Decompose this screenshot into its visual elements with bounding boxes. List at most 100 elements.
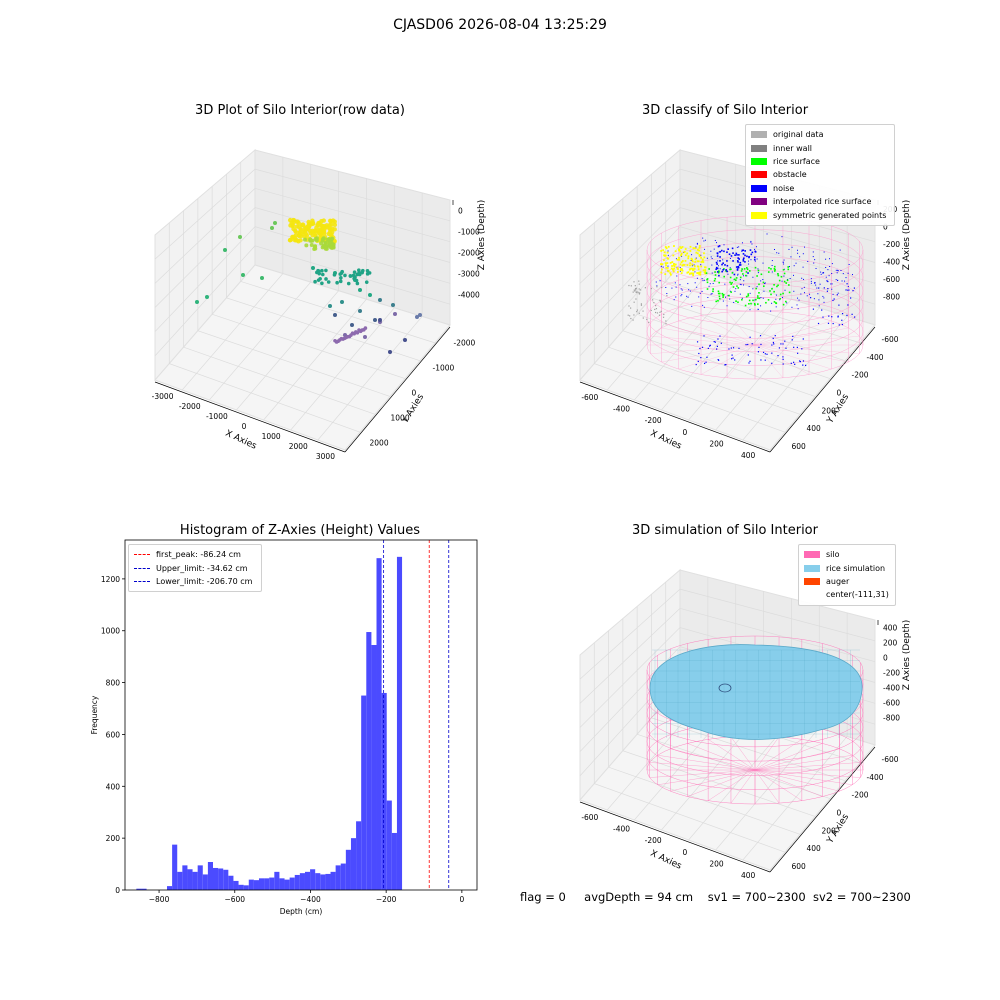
- noise-point: [686, 295, 688, 297]
- raw-point: [355, 281, 360, 286]
- simulation-grid-line: [579, 607, 876, 704]
- symmetric-point: [694, 247, 697, 250]
- legend-item: original data: [751, 128, 889, 141]
- classify-y-tick-label: -600: [882, 335, 899, 344]
- silo-strut: [650, 344, 756, 354]
- rice-surface-point: [787, 266, 790, 268]
- noise-point: [741, 250, 743, 252]
- silo-strut: [754, 344, 860, 354]
- noise-point: [771, 260, 773, 262]
- noise-point: [839, 249, 841, 251]
- noise-point: [814, 259, 816, 261]
- raw-point: [241, 273, 245, 277]
- noise-point: [829, 258, 831, 260]
- raw-z-tick-label: 0: [458, 207, 463, 216]
- raw-point: [357, 268, 361, 272]
- noise-point: [828, 275, 830, 277]
- classify-y-tick-label: -400: [867, 353, 884, 362]
- x-tick-label: 0: [459, 895, 464, 904]
- noise-point: [687, 296, 689, 298]
- raw-point: [315, 270, 319, 275]
- rice-surface-point: [730, 283, 732, 285]
- raw-point: [329, 222, 334, 227]
- symmetric-point: [666, 257, 669, 260]
- noise-point: [836, 294, 838, 296]
- noise-point: [826, 290, 828, 292]
- raw-point: [324, 246, 329, 251]
- noise-point: [812, 256, 814, 258]
- raw-3d-plot[interactable]: -3000 -2000 -1000 0 1000 2000 3000 -2000 -1000 0 1…: [130, 130, 490, 460]
- noise-point: [717, 260, 719, 262]
- noise-point: [757, 268, 759, 270]
- histogram-chart[interactable]: −800 −600 −400 −200 0 0 200 400 600 800 1000 1200 De…: [80, 530, 490, 920]
- raw-point: [358, 288, 362, 292]
- noise-point: [827, 280, 829, 283]
- silo-strut: [700, 315, 756, 346]
- raw-y-tick-label: -2000: [454, 339, 476, 348]
- noise-point: [762, 351, 765, 353]
- symmetric-point: [703, 252, 705, 255]
- symmetric-point: [689, 245, 692, 248]
- rice-surface-point: [750, 302, 752, 305]
- noise-point: [779, 299, 781, 301]
- noise-point: [724, 264, 726, 266]
- rice-surface-point: [729, 281, 731, 284]
- symmetric-point: [669, 273, 672, 276]
- symmetric-point: [676, 267, 679, 269]
- histogram-bar: [294, 874, 300, 890]
- noise-point: [823, 287, 825, 289]
- status-footer: flag = 0 avgDepth = 94 cm sv1 = 700~2300…: [520, 890, 911, 904]
- silo-strut: [687, 743, 756, 771]
- raw-point: [298, 238, 303, 243]
- noise-point: [829, 265, 831, 267]
- noise-point: [725, 364, 727, 366]
- silo-strut: [754, 320, 832, 346]
- raw-point: [293, 228, 298, 233]
- raw-point: [306, 219, 311, 225]
- legend-swatch: [751, 157, 767, 165]
- classify-x-tick-label: -200: [645, 416, 662, 425]
- rice-surface-point: [755, 298, 757, 301]
- legend-swatch: [134, 580, 150, 582]
- rice-surface-point: [768, 267, 770, 269]
- rice-surface-point: [746, 267, 748, 269]
- noise-point: [792, 335, 794, 338]
- rice-surface-point: [757, 303, 759, 305]
- raw-point: [346, 281, 351, 286]
- histogram-bars: [136, 556, 403, 890]
- histogram-bar: [361, 695, 367, 890]
- noise-point: [751, 243, 753, 245]
- symmetric-point: [700, 256, 703, 259]
- raw-point: [363, 326, 368, 330]
- noise-point: [710, 256, 712, 258]
- symmetric-point: [670, 267, 673, 270]
- noise-point: [714, 239, 716, 241]
- symmetric-point: [693, 267, 696, 270]
- histogram-bar: [207, 862, 213, 890]
- classify-points: [627, 233, 856, 367]
- symmetric-point: [686, 271, 689, 274]
- noise-point: [727, 295, 729, 297]
- noise-point: [786, 302, 788, 304]
- rice-surface-point: [735, 277, 738, 279]
- noise-point: [742, 284, 744, 286]
- wall-point: [644, 287, 646, 289]
- noise-point: [696, 242, 698, 244]
- legend-label: noise: [773, 183, 795, 193]
- wall-point: [663, 313, 665, 316]
- raw-point: [338, 272, 343, 276]
- noise-point: [729, 267, 731, 269]
- noise-point: [698, 296, 700, 298]
- flag-text: flag = 0: [520, 890, 566, 904]
- symmetric-point: [672, 268, 674, 271]
- noise-point: [846, 283, 848, 285]
- noise-point: [747, 272, 749, 274]
- rice-surface-point: [777, 284, 779, 287]
- noise-point: [825, 258, 827, 260]
- noise-point: [723, 244, 725, 246]
- classify-z-tick-label: -800: [883, 292, 900, 301]
- simulation-3d-plot[interactable]: -600-400-2000200400-600-400-200020040060…: [555, 550, 915, 880]
- noise-point: [814, 282, 816, 284]
- histogram-bar: [248, 879, 254, 890]
- noise-point: [738, 347, 740, 349]
